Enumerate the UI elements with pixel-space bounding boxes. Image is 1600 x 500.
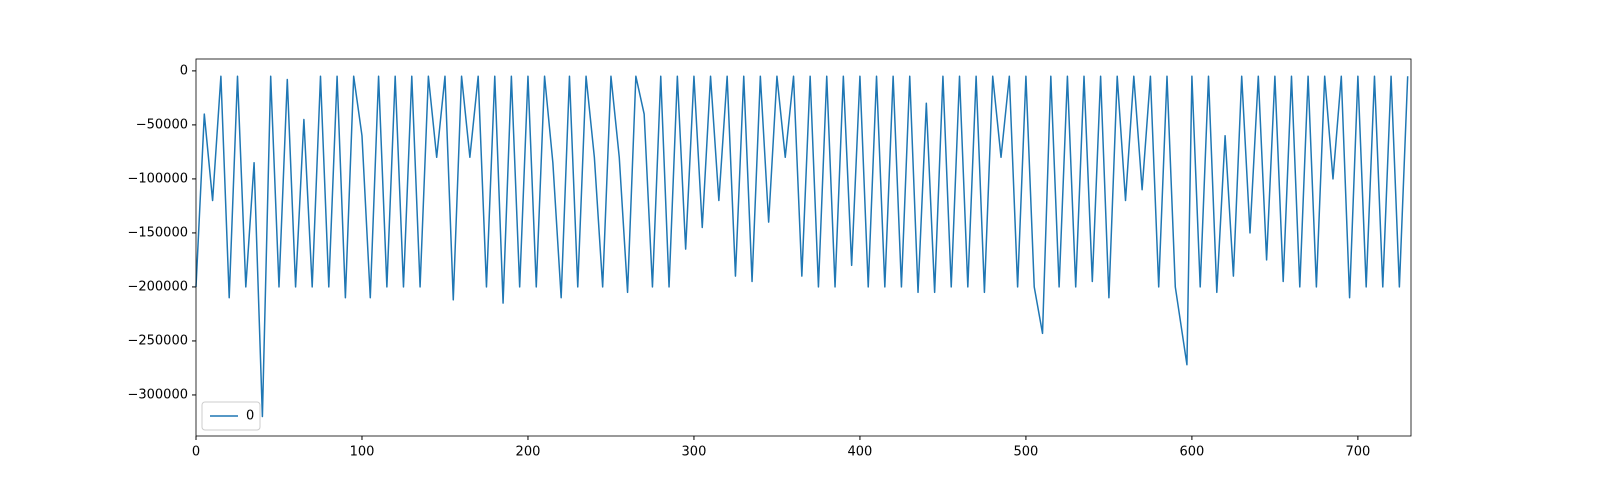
- y-tick-label: −150000: [127, 225, 188, 240]
- x-tick-label: 300: [682, 445, 707, 460]
- x-tick-label: 600: [1179, 445, 1204, 460]
- y-tick-label: −50000: [136, 117, 188, 132]
- plot-frame: [195, 58, 1412, 437]
- y-tick-label: −250000: [127, 333, 188, 348]
- x-tick-label: 400: [848, 445, 873, 460]
- legend-label: 0: [246, 409, 254, 424]
- y-tick-label: −300000: [127, 387, 188, 402]
- line-series: [195, 75, 1409, 418]
- y-tick-label: 0: [180, 63, 188, 78]
- x-tick-label: 100: [350, 445, 375, 460]
- y-tick-label: −100000: [127, 171, 188, 186]
- x-tick-label: 0: [192, 445, 200, 460]
- x-tick-label: 200: [516, 445, 541, 460]
- x-tick-label: 500: [1014, 445, 1039, 460]
- x-tick-label: 700: [1345, 445, 1370, 460]
- y-tick-label: −200000: [127, 279, 188, 294]
